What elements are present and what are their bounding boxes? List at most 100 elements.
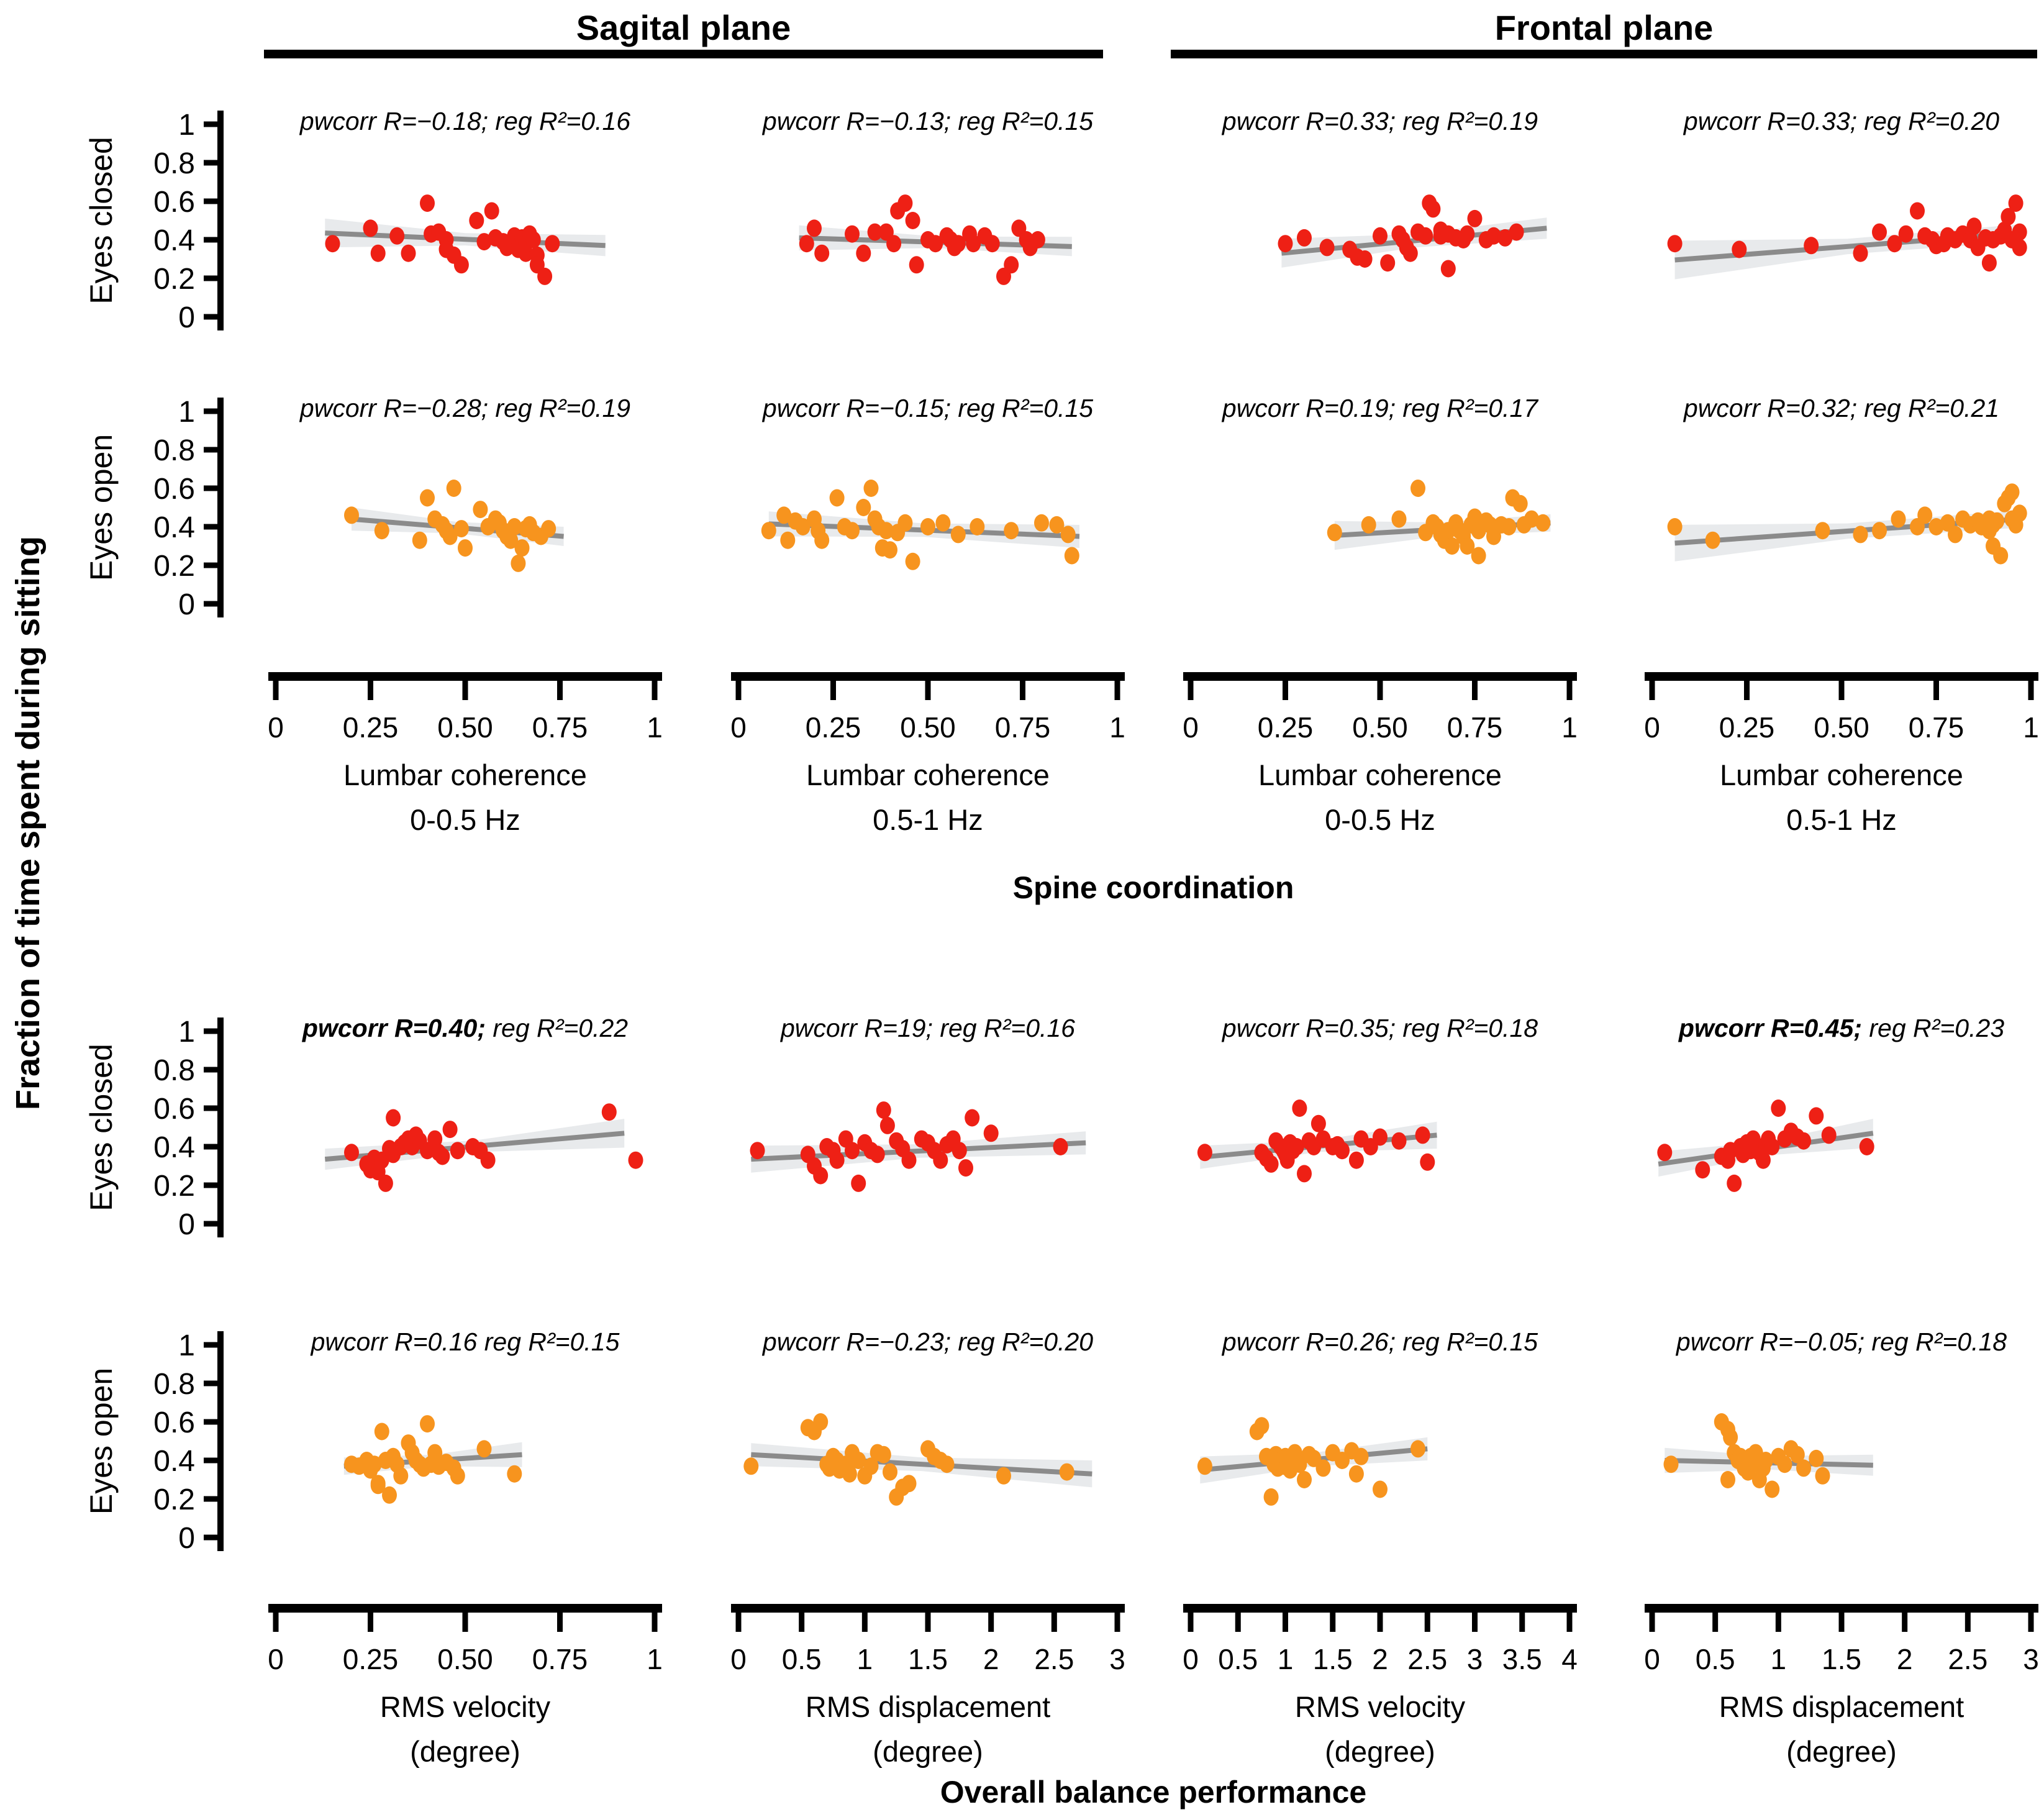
panel-annotation: pwcorr R=0.33; reg R²=0.20 xyxy=(1624,107,2044,135)
x-axis-plot: 0 0.25 0.50 0.75 1 Lumbar coherence 0.5-1 Hz xyxy=(1644,672,2039,836)
tick-label: 2.5 xyxy=(1407,1643,1447,1675)
panel-annotation: pwcorr R=−0.23; reg R²=0.20 xyxy=(711,1327,1145,1356)
tick-label: 1 xyxy=(178,396,195,429)
data-point xyxy=(2012,504,2027,522)
data-point xyxy=(1263,1488,1279,1506)
data-point xyxy=(476,1440,492,1458)
data-point xyxy=(1663,1455,1679,1473)
x-axis-title: 0-0.5 Hz xyxy=(410,803,520,836)
data-point xyxy=(1758,1452,1773,1469)
tick-label: 4 xyxy=(1561,1643,1578,1675)
data-point xyxy=(1460,537,1475,555)
data-point xyxy=(1853,244,1868,262)
tick-label: 0.25 xyxy=(1719,711,1775,744)
tick-label: 0.75 xyxy=(532,711,588,744)
data-point xyxy=(412,531,427,549)
data-point xyxy=(1197,1144,1212,1162)
data-point xyxy=(1720,1471,1735,1488)
tick-label: 0.75 xyxy=(532,1643,588,1675)
data-point xyxy=(983,1124,999,1142)
data-point xyxy=(996,1467,1011,1485)
data-point xyxy=(1486,227,1501,245)
annotation-text: pwcorr R=0.16 reg R²=0.15 xyxy=(311,1327,620,1356)
panel-plot-area xyxy=(1278,194,1547,278)
panel-plot-area xyxy=(750,1101,1086,1192)
tick-label: 1 xyxy=(1109,711,1125,744)
data-point xyxy=(450,1142,465,1160)
y-axis-plot: 1 0.8 0.6 0.4 0.2 0 xyxy=(153,1329,224,1555)
data-point xyxy=(1815,522,1830,540)
data-point xyxy=(829,489,845,507)
data-point xyxy=(2001,207,2016,225)
data-point xyxy=(984,235,1000,253)
data-point xyxy=(2004,483,2020,501)
y-axis-plot: 1 0.8 0.6 0.4 0.2 0 xyxy=(153,1016,224,1241)
tick-label: 0.75 xyxy=(1447,711,1503,744)
data-point xyxy=(1467,209,1483,227)
data-point xyxy=(435,1147,450,1165)
tick-label: 0.2 xyxy=(153,1170,195,1203)
annotation-text: pwcorr R=0.26; reg R²=0.15 xyxy=(1222,1327,1538,1356)
data-point xyxy=(1297,1471,1312,1488)
data-point xyxy=(370,244,386,262)
x-axis-bar xyxy=(268,672,662,681)
tick-label: 2 xyxy=(983,1643,999,1675)
data-point xyxy=(1853,526,1868,544)
data-point xyxy=(878,522,894,540)
data-point xyxy=(901,1475,917,1493)
group-label-overall-balance-performance: Overall balance performance xyxy=(940,1775,1367,1810)
annotation-text: pwcorr R=−0.05; reg R²=0.18 xyxy=(1676,1327,2007,1356)
data-point xyxy=(1348,1151,1364,1169)
data-point xyxy=(886,235,902,253)
x-axis-title: Lumbar coherence xyxy=(1720,758,1963,791)
x-axis-bar xyxy=(731,1604,1125,1613)
tick-label: 0.8 xyxy=(153,434,195,467)
data-point xyxy=(344,506,359,524)
data-point xyxy=(1755,1151,1771,1169)
data-point xyxy=(1524,510,1539,528)
tick-label: 0.6 xyxy=(153,186,195,219)
panel-annotation: pwcorr R=−0.18; reg R²=0.16 xyxy=(248,107,683,135)
tick-label: 3 xyxy=(2023,1643,2039,1675)
panel-annotation: pwcorr R=−0.28; reg R²=0.19 xyxy=(248,394,683,422)
header-frontal-plane: Frontal plane xyxy=(1494,8,1714,47)
data-point xyxy=(1380,254,1396,272)
panel-plot-area xyxy=(1197,1099,1437,1183)
data-point xyxy=(1460,225,1475,243)
tick-label: 0.75 xyxy=(1909,711,1965,744)
x-axis-title: 0.5-1 Hz xyxy=(873,803,983,836)
data-point xyxy=(374,1423,389,1441)
data-point xyxy=(442,1121,458,1139)
data-point xyxy=(845,1142,860,1160)
x-axis-plot: 0 0.5 1 1.5 2 2.5 3 3.5 4 RMS velocity (degree) xyxy=(1183,1604,1578,1768)
data-point xyxy=(1723,1428,1738,1446)
data-point xyxy=(1353,1447,1369,1465)
panel-plot-area xyxy=(1667,483,2027,565)
scatter-panel: pwcorr R=−0.28; reg R²=0.19 xyxy=(276,394,655,604)
data-point xyxy=(1348,1465,1364,1483)
data-point xyxy=(1815,1467,1830,1485)
data-point xyxy=(1415,1126,1430,1144)
panel-plot-area xyxy=(324,1103,643,1192)
data-point xyxy=(1727,1174,1742,1192)
data-point xyxy=(1315,1459,1331,1477)
data-point xyxy=(1420,1153,1435,1171)
data-point xyxy=(1391,510,1407,528)
data-point xyxy=(1053,1138,1068,1155)
data-point xyxy=(1667,235,1683,253)
data-point xyxy=(933,1151,948,1169)
tick-label: 2.5 xyxy=(1034,1643,1074,1675)
data-point xyxy=(427,1130,443,1148)
data-point xyxy=(442,527,458,545)
data-point xyxy=(813,1167,829,1185)
data-point xyxy=(883,541,897,559)
tick-label: 0.50 xyxy=(900,711,956,744)
scatter-panel: pwcorr R=0.35; reg R²=0.18 xyxy=(1191,1014,1569,1224)
data-point xyxy=(1928,518,1944,535)
panel-plot-area xyxy=(325,194,606,285)
tick-label: 3 xyxy=(1109,1643,1125,1675)
x-axis: 0 0.5 1 1.5 2 2.5 3 3.5 4 RMS velocity (degree) xyxy=(1178,1604,1582,1775)
data-point xyxy=(1497,229,1513,247)
tick-label: 2.5 xyxy=(1948,1643,1987,1675)
